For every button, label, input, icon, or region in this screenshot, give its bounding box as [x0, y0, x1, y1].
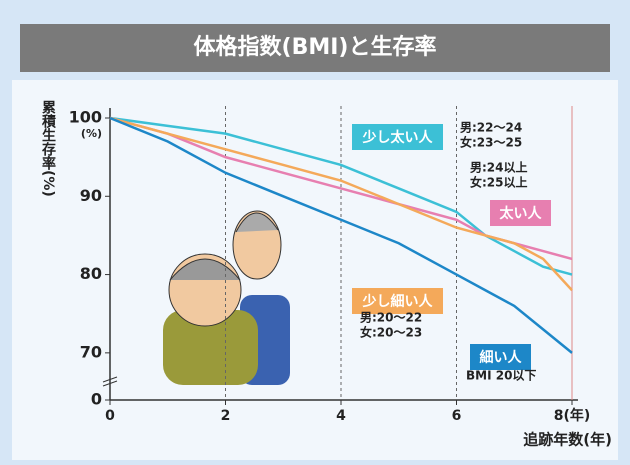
x-tick-label: 0: [105, 408, 115, 424]
x-tick-label: 4: [336, 408, 346, 424]
legend-note: 男:20～22: [360, 311, 422, 325]
y-tick-label: 90: [80, 186, 102, 205]
y-tick-label: 70: [80, 342, 102, 361]
x-tick-label: 8(年): [554, 407, 591, 424]
y-tick-label: 0: [91, 390, 102, 409]
legend-note: 女:20～23: [360, 325, 422, 340]
legend-note: 女:25以上: [470, 175, 528, 190]
panel: [12, 80, 618, 460]
x-axis-title: 追跡年数(年): [523, 431, 612, 449]
legend-note: 女:23～25: [460, 135, 522, 150]
legend-note: 男:24以上: [470, 160, 528, 175]
legend-label: 少し細い人: [362, 293, 434, 310]
legend-label: 少し太い人: [362, 129, 434, 146]
chart-title: 体格指数(BMI)と生存率: [194, 34, 437, 60]
x-tick-label: 2: [221, 408, 231, 424]
x-tick-label: 6: [452, 408, 462, 424]
legend-label: 太い人: [500, 205, 543, 222]
chart: 体格指数(BMI)と生存率 0 70 80 90 100(%) 累積生存率(%) 0 2 4 6 8…: [0, 0, 630, 465]
y-axis-title: 累積生存率(%): [40, 100, 57, 197]
y-unit: (%): [81, 127, 102, 140]
y-tick-label: 100: [69, 108, 102, 127]
legend-note: BMI 20以下: [466, 369, 536, 383]
y-tick-label: 80: [80, 264, 102, 283]
legend-label: 細い人: [480, 349, 523, 366]
legend-note: 男:22～24: [460, 121, 522, 135]
